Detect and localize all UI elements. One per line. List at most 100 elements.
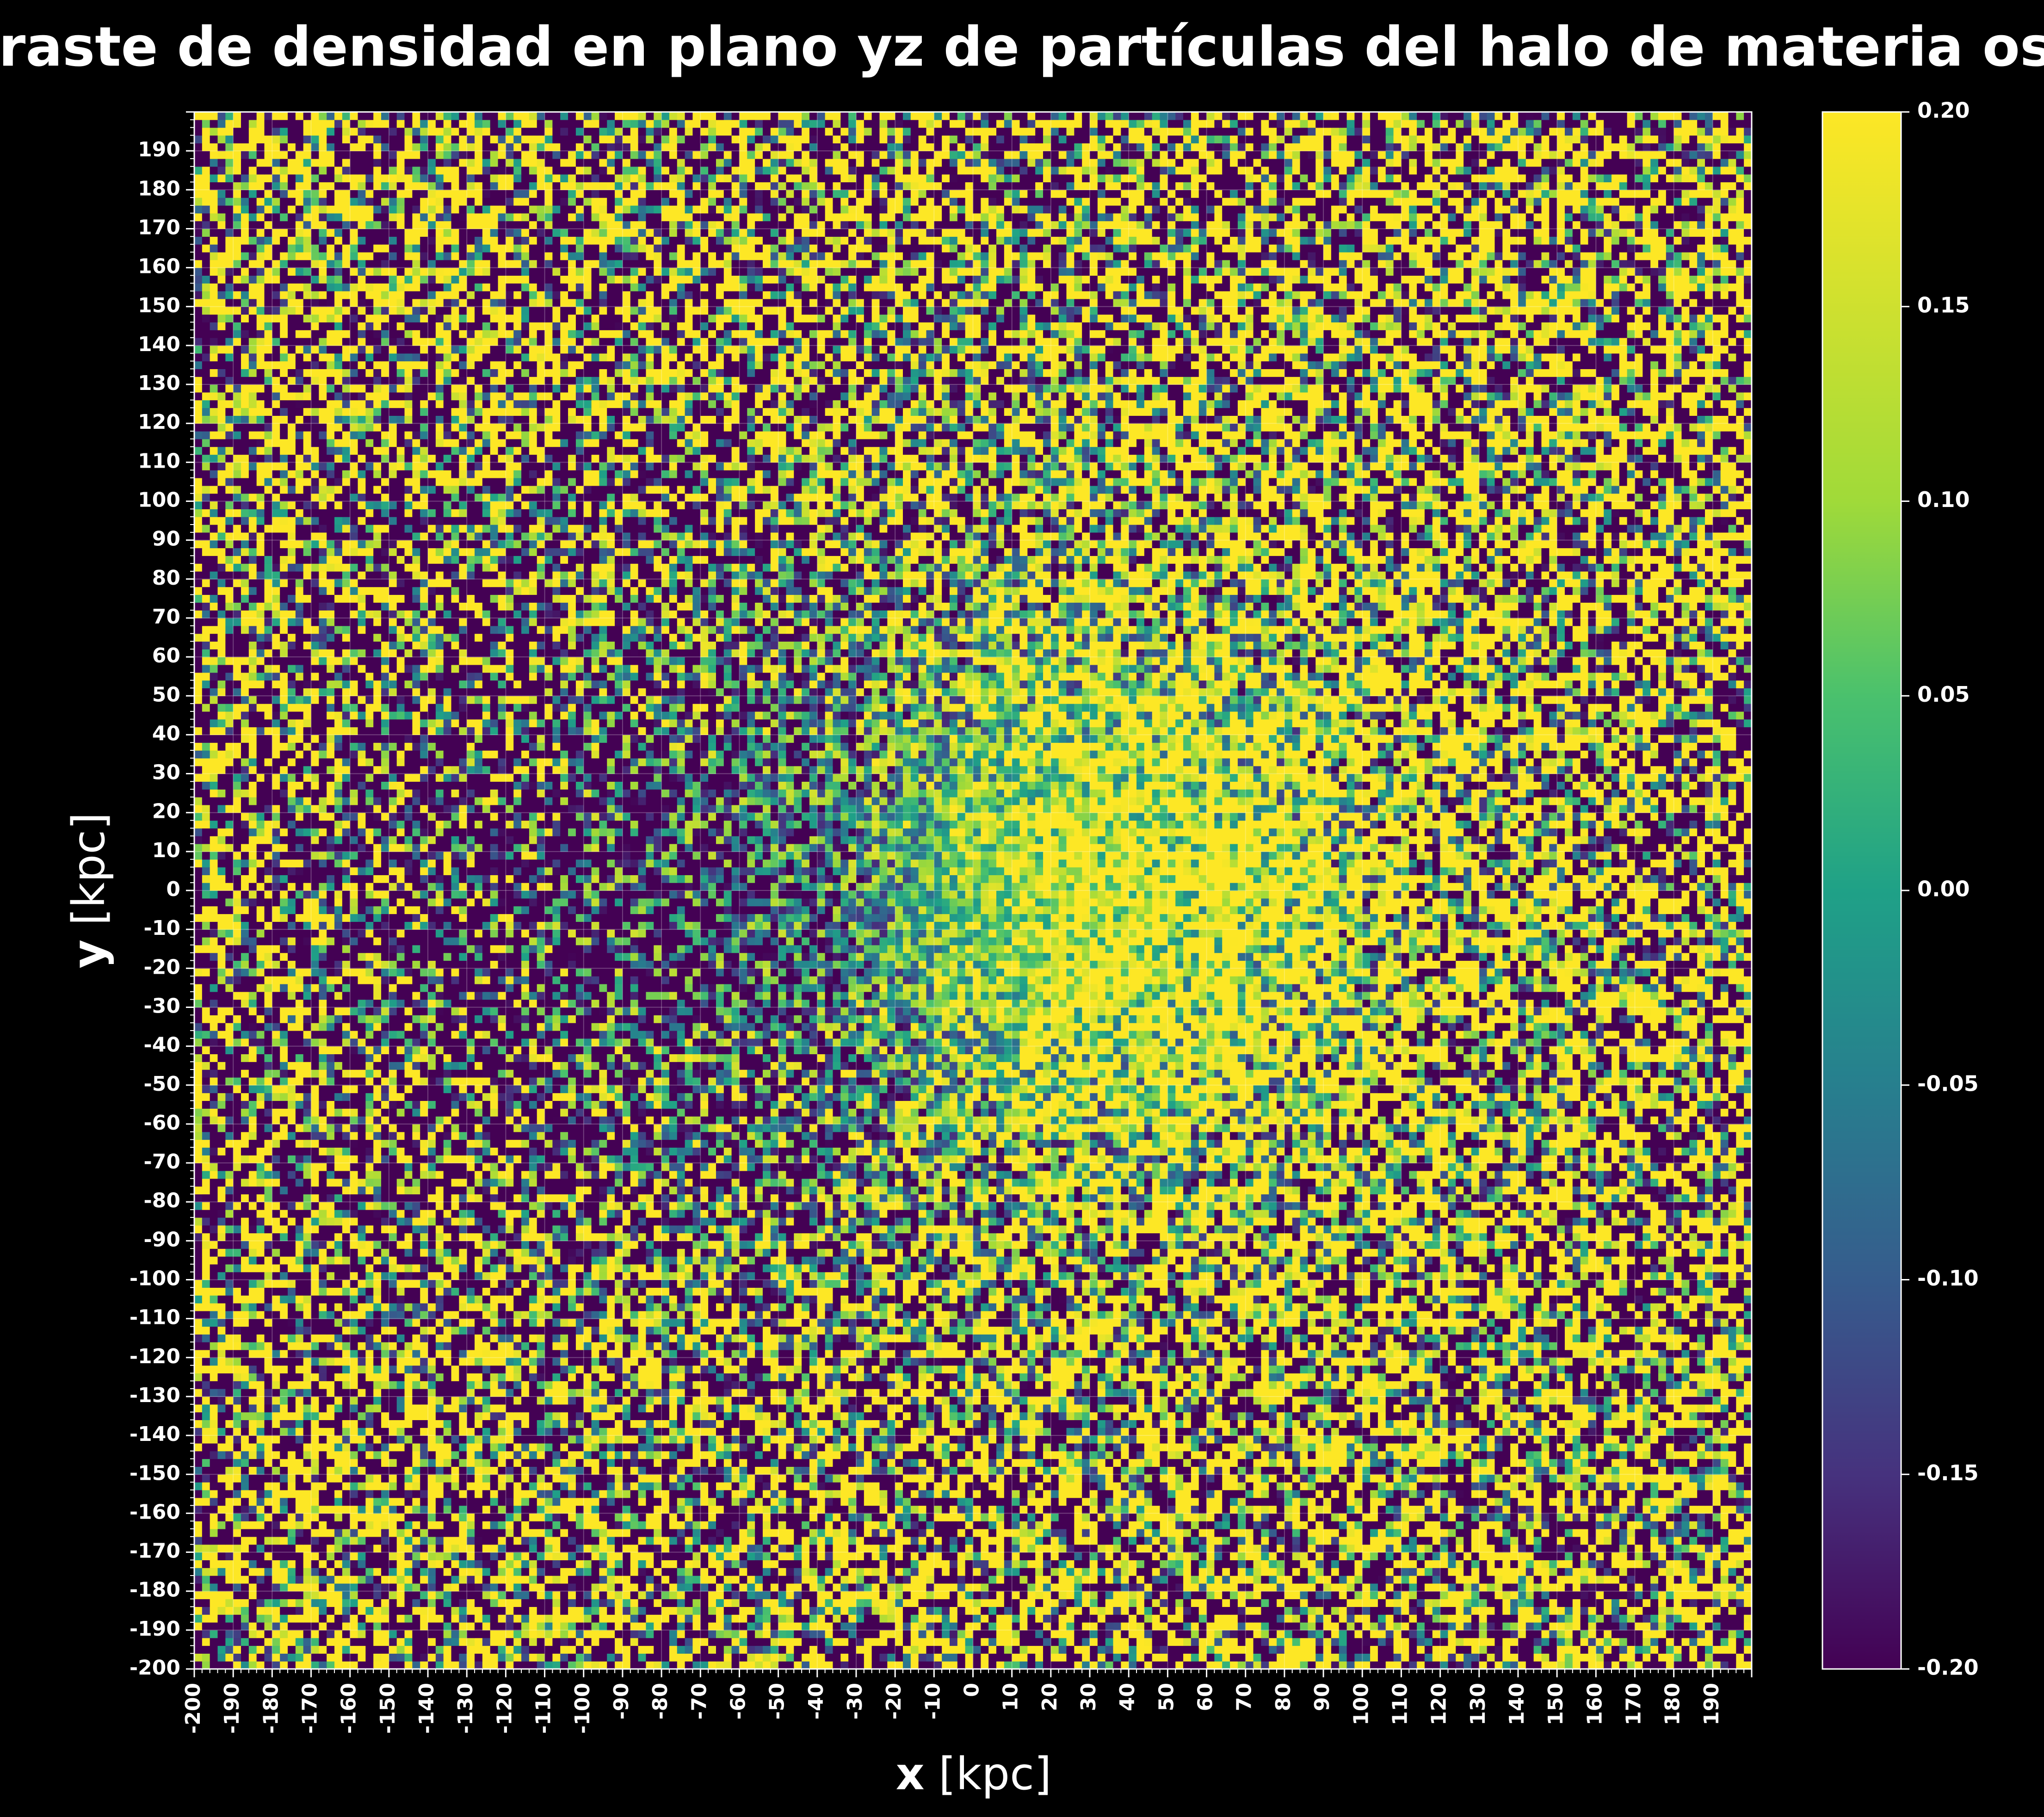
heatmap-cell <box>879 1544 888 1553</box>
heatmap-cell <box>630 1482 639 1490</box>
heatmap-cell <box>264 1474 272 1483</box>
heatmap-cell <box>459 1614 467 1623</box>
heatmap-cell <box>988 1599 997 1607</box>
heatmap-cell <box>817 1661 826 1669</box>
heatmap-cell <box>451 1622 459 1631</box>
heatmap-cell <box>1074 1599 1082 1607</box>
heatmap-cell <box>443 1622 452 1631</box>
heatmap-cell <box>1564 1544 1573 1553</box>
chart-title: Contraste de densidad en plano yz de par… <box>0 15 2044 79</box>
heatmap-cell <box>1277 1583 1285 1592</box>
heatmap-cell <box>677 1591 685 1600</box>
heatmap-cell <box>544 1638 553 1646</box>
heatmap-cell <box>513 1568 522 1576</box>
heatmap-cell <box>840 1489 849 1498</box>
heatmap-cell <box>591 1560 600 1568</box>
heatmap-cell <box>498 1474 506 1483</box>
heatmap-cell <box>1440 1599 1449 1607</box>
heatmap-cell <box>1198 1614 1207 1623</box>
heatmap-cell <box>630 1521 639 1529</box>
heatmap-cell <box>373 1497 382 1506</box>
heatmap-cell <box>1417 1544 1425 1553</box>
heatmap-cell <box>1681 1482 1690 1490</box>
heatmap-cell <box>1167 1568 1176 1576</box>
heatmap-cell <box>1346 1497 1355 1506</box>
heatmap-cell <box>778 1552 787 1560</box>
heatmap-cell <box>1121 1653 1129 1662</box>
heatmap-cell <box>365 1591 374 1600</box>
heatmap-cell <box>1090 1536 1098 1545</box>
heatmap-cell <box>1012 1474 1020 1483</box>
heatmap-cell <box>475 1614 483 1623</box>
heatmap-cell <box>778 1622 787 1631</box>
heatmap-cell <box>1050 1614 1059 1623</box>
heatmap-cell <box>1409 1497 1417 1506</box>
heatmap-cell <box>1261 1645 1269 1654</box>
heatmap-cell <box>1619 1544 1628 1553</box>
heatmap-cell <box>342 1489 351 1498</box>
heatmap-cell <box>700 1529 709 1537</box>
heatmap-cell <box>241 1529 249 1537</box>
heatmap-cell <box>1097 1521 1106 1529</box>
heatmap-cell <box>475 1583 483 1592</box>
heatmap-cell <box>342 1583 351 1592</box>
heatmap-cell <box>918 1552 927 1560</box>
heatmap-cell <box>942 1599 950 1607</box>
heatmap-cell <box>833 1513 841 1521</box>
heatmap-cell <box>1385 1521 1394 1529</box>
heatmap-cell <box>311 1544 319 1553</box>
heatmap-cell <box>1494 1568 1503 1576</box>
heatmap-cell <box>1370 1630 1378 1638</box>
heatmap-cell <box>716 1653 724 1662</box>
heatmap-cell <box>194 1591 203 1600</box>
heatmap-cell <box>1417 1653 1425 1662</box>
heatmap-cell <box>513 1544 522 1553</box>
heatmap-cell <box>396 1614 405 1623</box>
heatmap-cell <box>303 1607 312 1615</box>
heatmap-cell <box>506 1529 514 1537</box>
heatmap-cell <box>786 1661 794 1669</box>
heatmap-cell <box>794 1536 802 1545</box>
heatmap-cell <box>1448 1536 1456 1545</box>
heatmap-cell <box>910 1638 919 1646</box>
heatmap-cell <box>1401 1474 1409 1483</box>
heatmap-cell <box>272 1552 280 1560</box>
heatmap-cell <box>1198 1622 1207 1631</box>
heatmap-cell <box>630 1607 639 1615</box>
heatmap-cell <box>544 1576 553 1584</box>
heatmap-cell <box>973 1591 981 1600</box>
heatmap-cell <box>217 1607 226 1615</box>
heatmap-cell <box>1564 1607 1573 1615</box>
heatmap-cell <box>1541 1638 1550 1646</box>
heatmap-cell <box>692 1474 701 1483</box>
heatmap-cell <box>1269 1630 1277 1638</box>
heatmap-cell <box>1339 1513 1347 1521</box>
heatmap-cell <box>295 1482 304 1490</box>
heatmap-cell <box>295 1497 304 1506</box>
heatmap-cell <box>311 1614 319 1623</box>
heatmap-cell <box>1105 1661 1114 1669</box>
heatmap-cell <box>1012 1497 1020 1506</box>
heatmap-cell <box>1253 1568 1261 1576</box>
heatmap-cell <box>864 1544 872 1553</box>
heatmap-cell <box>996 1536 1005 1545</box>
heatmap-cell <box>350 1497 358 1506</box>
heatmap-cell <box>428 1614 436 1623</box>
heatmap-cell <box>654 1583 662 1592</box>
heatmap-cell <box>1230 1622 1238 1631</box>
heatmap-cell <box>248 1568 257 1576</box>
heatmap-cell <box>1635 1630 1643 1638</box>
heatmap-cell <box>295 1653 304 1662</box>
heatmap-cell <box>895 1552 903 1560</box>
heatmap-cell <box>1237 1482 1246 1490</box>
heatmap-cell <box>256 1513 265 1521</box>
heatmap-cell <box>988 1552 997 1560</box>
heatmap-cell <box>1494 1630 1503 1638</box>
heatmap-cell <box>1681 1505 1690 1514</box>
heatmap-cell <box>1370 1607 1378 1615</box>
heatmap-cell <box>825 1568 834 1576</box>
heatmap-cell <box>1292 1505 1301 1514</box>
heatmap-cell <box>949 1653 958 1662</box>
heatmap-cell <box>1222 1614 1230 1623</box>
heatmap-cell <box>459 1497 467 1506</box>
